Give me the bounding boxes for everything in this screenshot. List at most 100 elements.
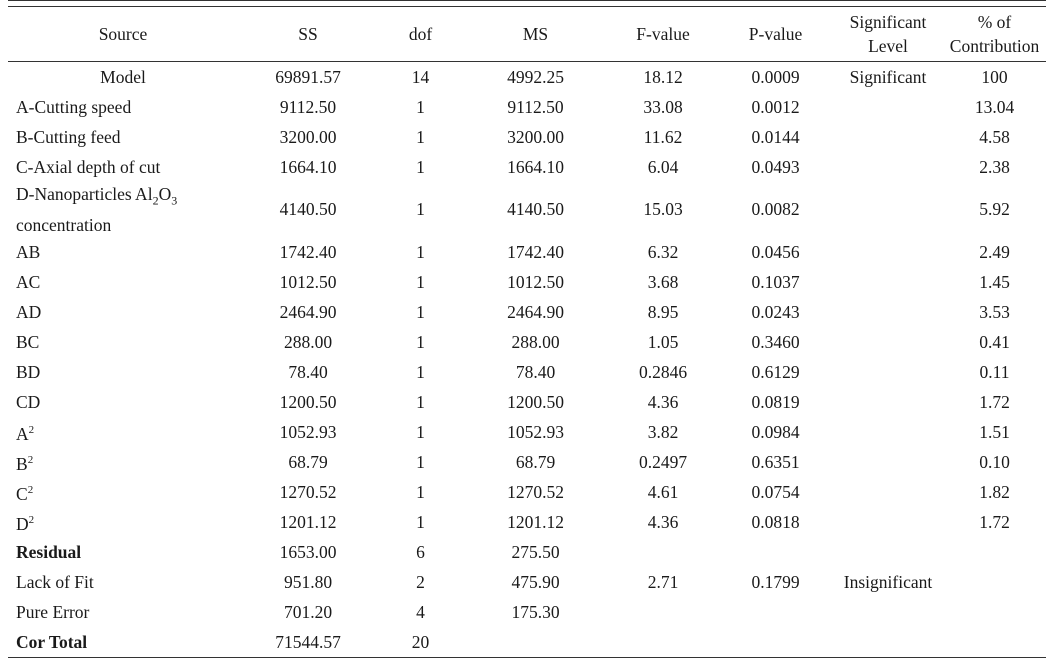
cell-p-value: 0.1037 [751,271,800,292]
table-row: B2 68.79 1 68.79 0.2497 0.6351 0.10 [8,447,1046,477]
cell-source: Pure Error [8,597,238,627]
source-text: A-Cutting speed [16,97,132,117]
cell-ms: 1742.40 [507,241,564,262]
cell-contribution: 5.92 [979,199,1010,220]
cell-p-value [718,626,833,658]
source-subscript: 2 [152,193,159,208]
cell-f-value: 8.95 [647,301,679,322]
cell-ms: 1664.10 [507,157,564,177]
cell-ms: 288.00 [511,331,560,352]
cell-p-value: 0.0144 [751,127,800,147]
cell-source: Cor Total [8,626,238,658]
table-row: Cor Total 71544.57 20 [8,626,1046,658]
cell-ss: 3200.00 [279,127,337,147]
source-text: BC [16,331,40,352]
table-row: D2 1201.12 1 1201.12 4.36 0.0818 1.72 [8,507,1046,537]
cell-f-value: 33.08 [643,97,683,117]
cell-f-value: 2.71 [647,571,679,592]
cell-ms: 68.79 [515,451,556,472]
cell-significant-level: Significant [849,67,927,87]
cell-p-value: 0.6129 [751,361,800,382]
cell-dof: 1 [416,511,425,532]
cell-f-value: 11.62 [643,127,683,147]
cell-f-value: 0.2497 [638,451,688,472]
source-superscript: 2 [27,453,34,466]
cell-ss: 1270.52 [279,481,337,502]
source-text: Cor Total [16,631,88,652]
source-text: BD [16,361,41,382]
cell-ms: 275.50 [511,541,560,562]
source-text: Model [100,67,146,87]
cell-source: D2 [8,507,238,537]
header-f-value: F-value [608,6,718,62]
source-line1: D-Nanoparticles Al [16,184,153,204]
source-line2: concentration [16,214,112,235]
header-contribution-text: % of Contribution [949,12,1040,56]
cell-source: BC [8,327,238,357]
anova-table: Source SS dof MS F-value P-value Signifi… [8,6,1046,658]
cell-ms: 1270.52 [507,481,564,502]
cell-p-value: 0.1799 [751,571,800,592]
cell-significant-level [833,267,943,297]
table-row: D-Nanoparticles Al2O3 concentration 4140.5… [8,182,1046,237]
cell-contribution: 0.11 [979,361,1010,382]
cell-contribution: 1.82 [979,481,1010,502]
cell-significant-level [833,327,943,357]
cell-significant-level [833,122,943,152]
cell-significant-level [833,237,943,267]
cell-ss: 1742.40 [279,241,337,262]
table-row: AC 1012.50 1 1012.50 3.68 0.1037 1.45 [8,267,1046,297]
cell-dof: 1 [416,241,425,262]
cell-p-value: 0.0984 [751,421,800,442]
header-source: Source [8,6,238,62]
source-text: Residual [16,541,82,562]
cell-f-value: 6.32 [647,241,679,262]
cell-source: B2 [8,447,238,477]
cell-contribution: 13.04 [974,97,1015,117]
cell-ss: 1052.93 [279,421,337,442]
cell-ms: 78.40 [515,361,556,382]
table-row: C-Axial depth of cut 1664.10 1 1664.10 6.04 0… [8,152,1046,182]
cell-source: CD [8,387,238,417]
source-base: B [16,453,28,474]
cell-significant-level [833,92,943,122]
cell-significant-level [833,507,943,537]
cell-ms: 4992.25 [507,67,564,87]
cell-ss: 1012.50 [279,271,337,292]
source-text: Lack of Fit [16,571,94,592]
cell-source: C-Axial depth of cut [8,152,238,182]
cell-contribution [943,626,1046,658]
cell-p-value [718,597,833,627]
cell-ss: 4140.50 [279,199,337,220]
cell-contribution: 2.38 [979,157,1010,177]
cell-ms: 3200.00 [507,127,564,147]
cell-f-value: 15.03 [643,199,683,220]
cell-ss: 288.00 [283,331,333,352]
table-row: AD 2464.90 1 2464.90 8.95 0.0243 3.53 [8,297,1046,327]
cell-source: A2 [8,417,238,447]
cell-significant-level [833,477,943,507]
cell-contribution: 1.51 [979,421,1010,442]
table-row: Lack of Fit 951.80 2 475.90 2.71 0.1799 Insign… [8,567,1046,597]
source-base: C [16,483,28,504]
cell-dof: 1 [416,391,425,412]
cell-significant-level [833,537,943,567]
source-text: AB [16,241,41,262]
cell-dof: 2 [416,571,425,592]
cell-contribution: 4.58 [979,127,1010,147]
table-row: Model 69891.57 14 4992.25 18.12 0.0009 Signifi… [8,62,1046,93]
table-row: Pure Error 701.20 4 175.30 [8,597,1046,627]
cell-p-value: 0.3460 [751,331,800,352]
cell-ms: 2464.90 [507,301,564,322]
header-p-value: P-value [718,6,833,62]
source-text: Pure Error [16,601,90,622]
source-base: D [16,513,29,534]
table-row: BD 78.40 1 78.40 0.2846 0.6129 0.11 [8,357,1046,387]
cell-p-value: 0.0009 [751,67,800,87]
source-text: AC [16,271,41,292]
cell-ss: 68.79 [288,451,328,472]
cell-p-value: 0.6351 [751,451,800,472]
cell-significant-level [833,297,943,327]
cell-ss: 69891.57 [275,67,341,87]
cell-ms: 1201.12 [507,511,564,532]
